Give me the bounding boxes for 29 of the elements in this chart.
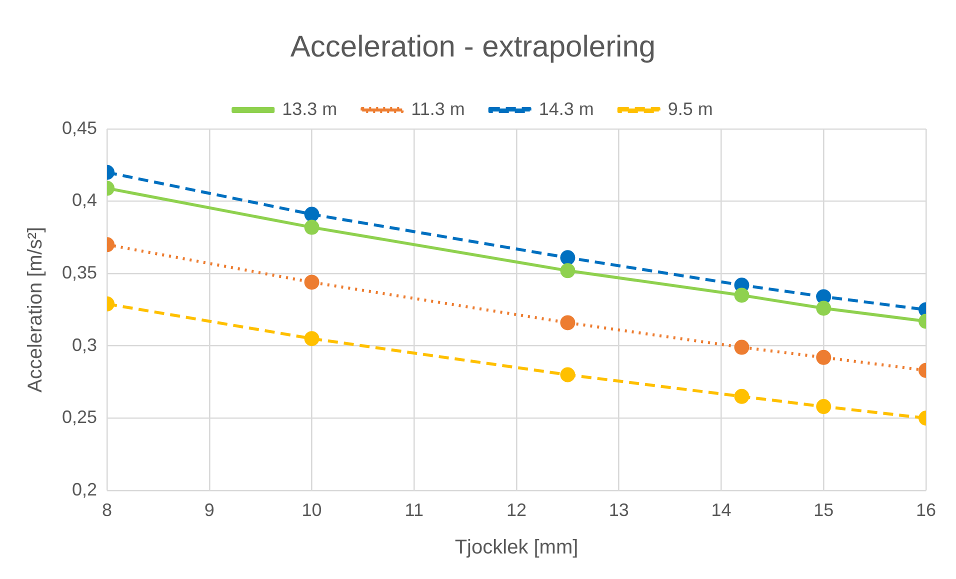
x-tick-label: 15 <box>814 500 834 520</box>
x-tick-label: 8 <box>102 500 112 520</box>
legend-label: 13.3 m <box>282 98 338 119</box>
point <box>560 367 576 382</box>
point <box>560 263 576 278</box>
x-tick-label: 13 <box>608 500 629 520</box>
y-axis-title: Acceleration [m/s²] <box>24 226 47 393</box>
legend-label: 9.5 m <box>668 98 713 119</box>
chart-title: Acceleration - extrapolering <box>290 30 656 64</box>
legend-label: 14.3 m <box>538 98 594 119</box>
x-tick-label: 12 <box>506 500 527 520</box>
point <box>560 250 576 266</box>
x-tick-label: 10 <box>302 500 322 520</box>
point <box>734 288 750 303</box>
y-tick-label: 0,3 <box>72 334 98 355</box>
point <box>734 340 750 355</box>
x-tick-label: 11 <box>404 500 424 520</box>
x-tick-label: 9 <box>204 500 214 520</box>
x-tick-label: 16 <box>916 500 936 520</box>
y-tick-label: 0,45 <box>62 118 98 138</box>
x-tick-label: 14 <box>711 500 732 520</box>
y-tick-label: 0,2 <box>72 479 98 500</box>
legend-label: 11.3 m <box>411 98 465 119</box>
y-tick-label: 0,35 <box>62 262 98 283</box>
point <box>560 315 576 330</box>
y-tick-label: 0,4 <box>72 190 98 210</box>
y-tick-label: 0,25 <box>62 407 98 428</box>
x-axis-title: Tjocklek [mm] <box>454 536 578 559</box>
point <box>734 388 750 404</box>
